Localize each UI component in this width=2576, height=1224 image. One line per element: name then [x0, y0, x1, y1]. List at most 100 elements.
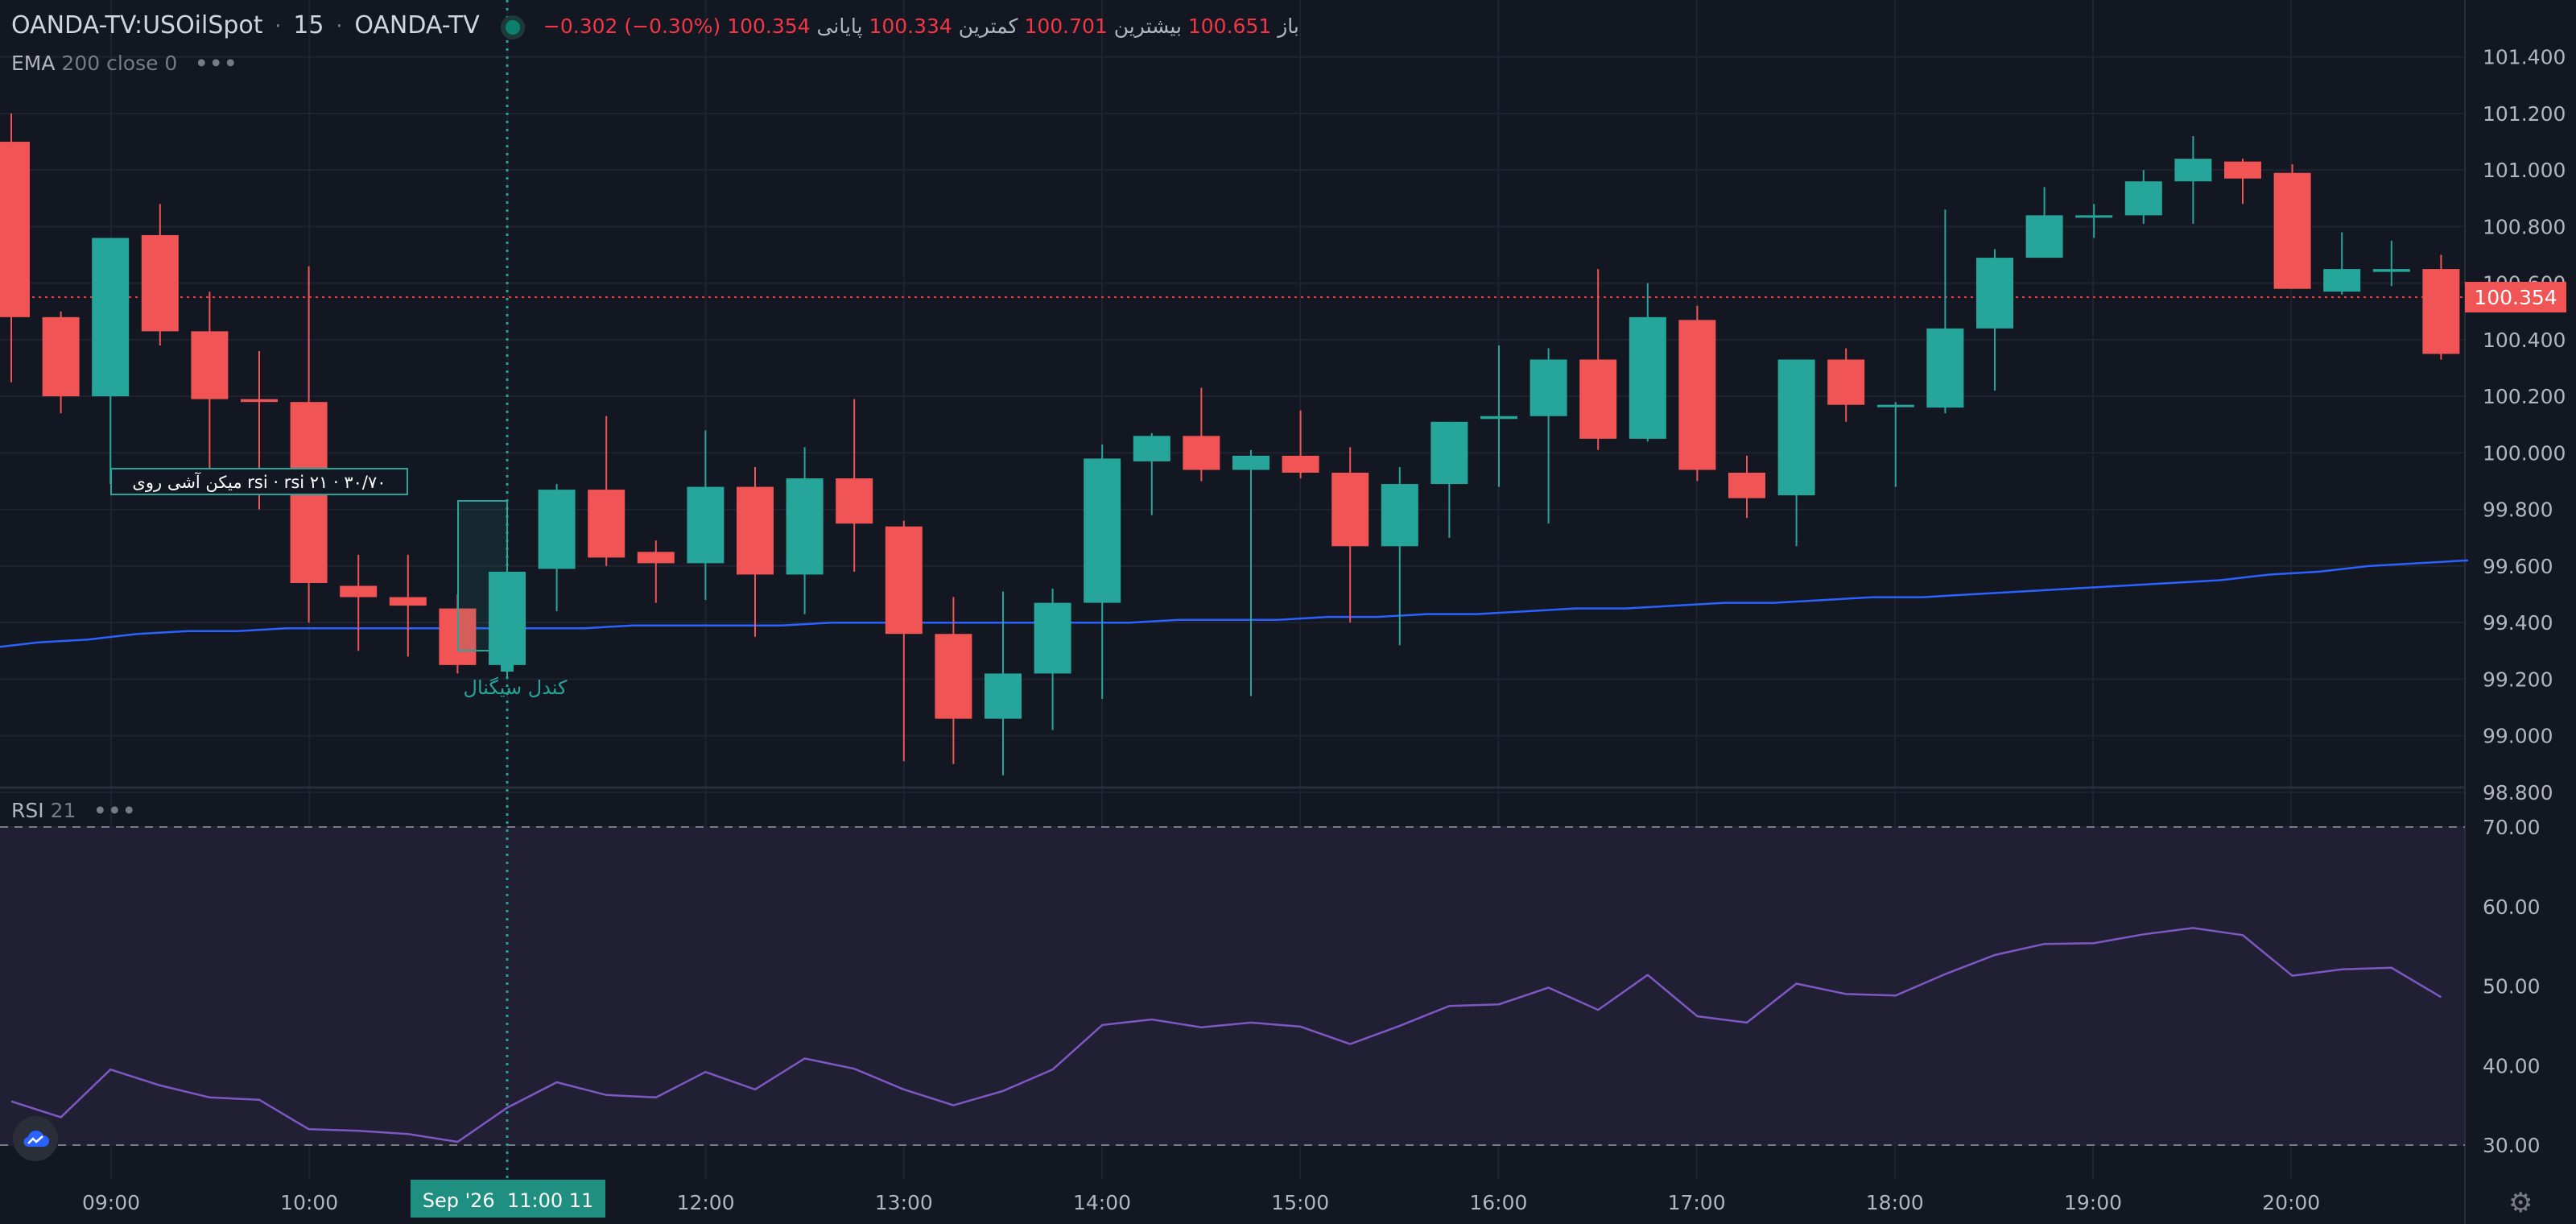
high-value: 100.701 [1024, 14, 1108, 38]
candle[interactable] [885, 520, 923, 762]
candle[interactable] [191, 292, 229, 482]
candle[interactable] [2224, 159, 2261, 205]
axis-layer: 101.400101.200101.000100.800100.600100.4… [82, 46, 2566, 1214]
candle[interactable] [1084, 444, 1121, 700]
candle[interactable] [340, 554, 378, 651]
rsi-line [10, 927, 2442, 1143]
candle-body [0, 142, 30, 317]
candle-body [191, 331, 229, 399]
candle[interactable] [1133, 432, 1170, 515]
candle[interactable] [1282, 410, 1319, 479]
price-tick-label: 100.000 [2483, 441, 2566, 465]
candle-body [1777, 359, 1815, 496]
interval[interactable]: 15 [293, 11, 324, 39]
candle[interactable] [2174, 136, 2212, 224]
symbol-name[interactable]: OANDA-TV:USOilSpot [11, 11, 263, 39]
candle[interactable] [2372, 240, 2410, 287]
price-tick-label: 98.800 [2483, 781, 2553, 804]
candle[interactable] [1430, 421, 1468, 538]
strategy-label-box[interactable] [110, 468, 408, 495]
candle[interactable] [588, 416, 625, 566]
candle-body [1282, 455, 1319, 473]
candle-body [389, 597, 427, 606]
rsi-tick-label: 50.00 [2483, 975, 2541, 999]
tradingview-logo-icon[interactable] [13, 1116, 58, 1161]
candle[interactable] [2422, 254, 2460, 360]
candle[interactable] [836, 399, 873, 572]
candle[interactable] [935, 597, 972, 764]
candle[interactable] [2025, 187, 2063, 258]
candle[interactable] [1728, 455, 1765, 519]
price-tick-label: 99.800 [2483, 498, 2553, 522]
candle[interactable] [1629, 283, 1666, 442]
price-tick-label: 100.400 [2483, 329, 2566, 352]
ema-more-icon[interactable]: ••• [195, 52, 239, 75]
candle[interactable] [1678, 305, 1716, 482]
candle[interactable] [786, 447, 824, 614]
symbol-legend[interactable]: OANDA-TV:USOilSpot · 15 · OANDA-TV باز 1… [11, 11, 1299, 39]
candle[interactable] [1381, 466, 1418, 646]
settings-gear-icon[interactable]: ⚙ [2508, 1187, 2533, 1219]
candle-body [588, 490, 625, 558]
price-tick-label: 101.200 [2483, 102, 2566, 126]
signal-highlight-box[interactable] [457, 500, 508, 651]
open-label: باز [1278, 14, 1299, 38]
last-price-label: 100.354 [2474, 286, 2557, 309]
candle[interactable] [1232, 449, 1269, 697]
candle-body [1579, 359, 1617, 439]
candle[interactable] [141, 204, 179, 345]
legend-separator: · [275, 14, 282, 39]
market-status-icon[interactable] [501, 14, 526, 39]
candle-body [1183, 436, 1220, 470]
time-tick-label: 19:00 [2064, 1191, 2122, 1214]
candle[interactable] [389, 554, 427, 657]
candle-body [1876, 404, 1914, 407]
change-value: −0.302 (−0.30%) [543, 14, 721, 38]
candle[interactable] [1183, 387, 1220, 482]
ema-legend[interactable]: EMA 200 close 0 ••• [11, 52, 238, 75]
candle[interactable] [1926, 209, 1964, 414]
candle[interactable] [637, 540, 675, 603]
candle[interactable] [737, 466, 774, 637]
rsi-more-icon[interactable]: ••• [93, 799, 138, 822]
candle-body [2075, 215, 2113, 218]
candle-layer[interactable] [0, 113, 2460, 775]
candle[interactable] [687, 430, 724, 601]
candle-body [2422, 269, 2460, 354]
candle[interactable] [538, 484, 576, 612]
low-label: کمترین [958, 14, 1018, 38]
candle[interactable] [2323, 232, 2361, 295]
candle-body [1976, 258, 2013, 329]
candle-body [2273, 172, 2311, 289]
candle[interactable] [1034, 589, 1071, 730]
candle-body [340, 585, 378, 598]
candle-body [885, 526, 923, 635]
candle-body [241, 399, 278, 403]
candle[interactable] [1876, 402, 1914, 487]
candle-body [1084, 458, 1121, 603]
price-tick-label: 99.000 [2483, 725, 2553, 748]
time-tick-label: 12:00 [677, 1191, 735, 1214]
candle[interactable] [1777, 359, 1815, 547]
rsi-legend[interactable]: RSI 21 ••• [11, 799, 137, 822]
candle[interactable] [2124, 170, 2162, 224]
rsi-tick-label: 70.00 [2483, 816, 2541, 839]
candle[interactable] [985, 591, 1022, 775]
candle[interactable] [0, 113, 30, 382]
candle-body [42, 316, 80, 397]
rsi-layer [10, 927, 2442, 1143]
candle[interactable] [92, 238, 130, 485]
candle[interactable] [1530, 348, 1567, 524]
signal-arrow-icon[interactable] [493, 641, 521, 672]
candle[interactable] [1480, 345, 1517, 487]
candle[interactable] [2075, 204, 2113, 238]
candle[interactable] [1976, 249, 2013, 391]
candle[interactable] [42, 311, 80, 414]
candle[interactable] [1827, 348, 1865, 422]
candle-body [1232, 455, 1269, 470]
candle[interactable] [2273, 164, 2311, 289]
candle[interactable] [1579, 269, 1617, 450]
price-tick-label: 101.400 [2483, 46, 2566, 69]
candle[interactable] [1331, 447, 1369, 623]
